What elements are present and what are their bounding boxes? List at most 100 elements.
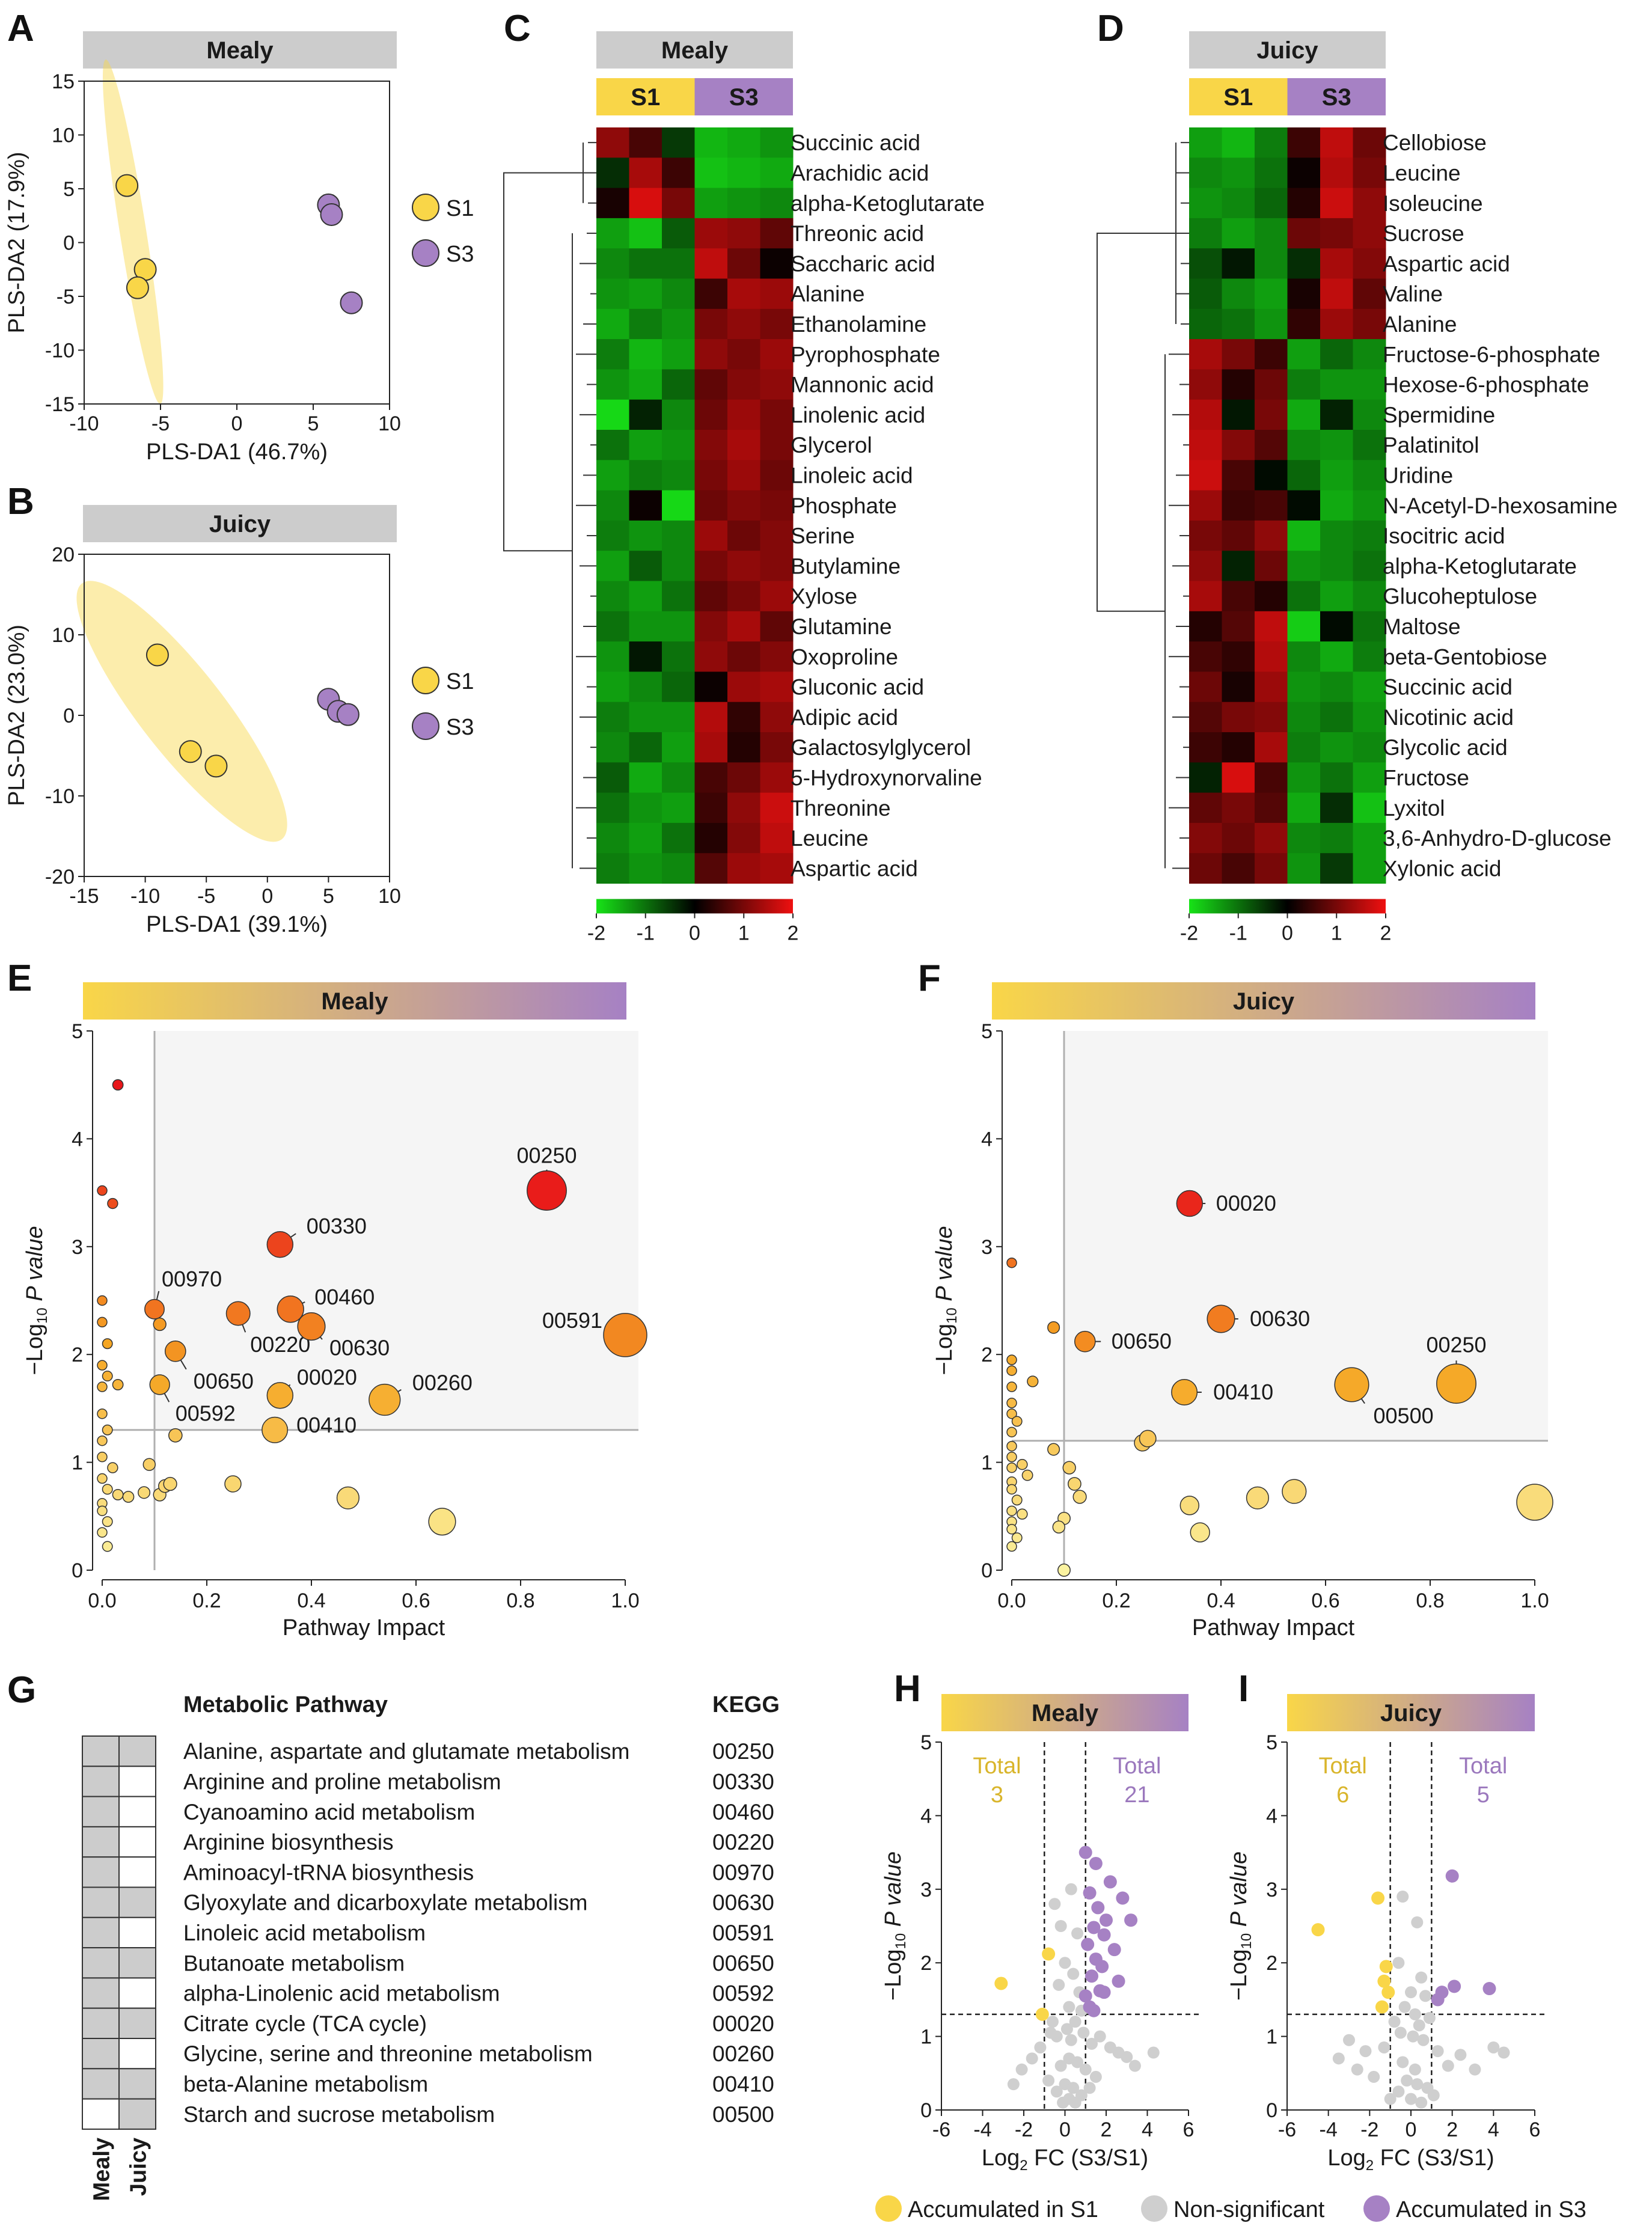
heatmap-cell: [1255, 157, 1288, 189]
point-accumulated-s3: [1431, 1993, 1445, 2007]
pathway-point: [1516, 1484, 1553, 1521]
heatmap-cell: [1222, 581, 1255, 612]
total-s3-value: 21: [1124, 1782, 1149, 1808]
pathway-point: [1139, 1429, 1157, 1448]
heatmap-cell: [596, 732, 629, 763]
heatmap-cell: [596, 339, 629, 370]
heatmap-cell: [1222, 218, 1255, 249]
heatmap-cell: [760, 792, 794, 824]
pathway-point: [1011, 1494, 1023, 1506]
dendrogram-branch: [1163, 354, 1166, 869]
heatmap-cell: [662, 188, 695, 219]
total-s1-value: 6: [1336, 1782, 1349, 1808]
heatmap-cell: [694, 732, 728, 763]
pathway-point: [112, 1379, 124, 1390]
y-axis-label-part: −Log: [22, 1324, 47, 1375]
pathway-code-label: 00410: [1213, 1380, 1273, 1404]
pathway-point: [1062, 1461, 1076, 1475]
heatmap-cell: [662, 369, 695, 400]
heatmap-cell: [1222, 157, 1255, 189]
point-accumulated-s3: [1097, 1928, 1111, 1942]
point-non-significant: [1378, 2041, 1390, 2053]
point-s1: [126, 276, 149, 299]
heatmap-cell: [1189, 702, 1222, 733]
pathway-point: [122, 1491, 135, 1503]
pathway-name: Aminoacyl-tRNA biosynthesis: [183, 1860, 474, 1885]
heatmap-cell: [1222, 127, 1255, 158]
heatmap-cell: [694, 460, 728, 491]
row-label: Linolenic acid: [791, 403, 925, 427]
cell-mealy: [82, 1796, 120, 1827]
point-non-significant: [1384, 2093, 1397, 2105]
point-non-significant: [1401, 2075, 1413, 2087]
panel-header-bar: [992, 982, 1535, 1020]
cell-mealy: [82, 1916, 120, 1949]
point-non-significant: [1431, 2045, 1444, 2058]
heatmap-cell: [694, 520, 728, 551]
pathway-kegg: 00260: [712, 2041, 774, 2066]
pathway-point: [1047, 1443, 1060, 1456]
pathway-point: [1047, 1321, 1060, 1334]
y-tick-label: -10: [45, 785, 75, 808]
point-non-significant: [1398, 2001, 1411, 2013]
heatmap-cell: [1287, 339, 1321, 370]
pathway-point-labeled: [164, 1340, 186, 1362]
point-non-significant: [1044, 2026, 1057, 2039]
pathway-point-labeled: [1334, 1367, 1369, 1402]
row-label: Spermidine: [1383, 403, 1495, 427]
cell-mealy: [82, 2068, 120, 2100]
heatmap-cell: [1287, 399, 1321, 430]
point-s1: [179, 740, 202, 763]
x-tick-label: 0.8: [1416, 1589, 1444, 1612]
row-label: Arachidic acid: [791, 161, 929, 185]
panel-header-title: Juicy: [209, 511, 271, 537]
point-non-significant: [1121, 2050, 1133, 2063]
heatmap-cell: [1222, 520, 1255, 551]
point-accumulated-s3: [1085, 1969, 1099, 1983]
pathway-point: [97, 1473, 108, 1484]
heatmap-cell: [727, 308, 760, 340]
scale-tick-label: 1: [738, 922, 750, 945]
heatmap-cell: [1287, 611, 1321, 642]
heatmap-cell: [1255, 460, 1288, 491]
heatmap-cell: [662, 399, 695, 430]
panel-header-title: Juicy: [1256, 37, 1318, 64]
cell-mealy: [82, 2038, 120, 2070]
point-non-significant: [1046, 2016, 1059, 2028]
heatmap-cell: [1255, 792, 1288, 824]
row-label: beta-Gentobiose: [1383, 644, 1547, 669]
group-label-s1: S1: [1223, 84, 1253, 111]
heatmap-cell: [727, 853, 760, 884]
heatmap-cell: [1255, 308, 1288, 340]
heatmap-cell: [1287, 460, 1321, 491]
heatmap-cell: [727, 430, 760, 460]
x-tick-label: 0.2: [1102, 1589, 1130, 1612]
heatmap-cell: [1287, 853, 1321, 884]
heatmap-cell: [1320, 308, 1353, 340]
confidence-ellipse: [102, 60, 164, 405]
heatmap-cell: [1222, 430, 1255, 460]
pathway-point: [97, 1505, 108, 1517]
heatmap-cell: [727, 822, 760, 854]
row-label: Butylamine: [791, 554, 901, 578]
heatmap-cell: [1222, 551, 1255, 581]
y-tick-label: 3: [981, 1236, 993, 1259]
point-non-significant: [1442, 2059, 1454, 2072]
heatmap-cell: [1320, 551, 1353, 581]
pathway-point: [102, 1424, 113, 1436]
point-non-significant: [1065, 1883, 1077, 1895]
heatmap-cell: [629, 853, 662, 884]
heatmap-cell: [760, 369, 794, 400]
y-tick-label: 5: [63, 178, 75, 201]
row-label: 3,6-Anhydro-D-glucose: [1383, 826, 1611, 851]
heatmap-cell: [596, 551, 629, 581]
y-tick-label: 2: [920, 1952, 932, 1975]
x-tick-label: 10: [378, 412, 401, 435]
point-non-significant: [1079, 2063, 1092, 2076]
pathway-point: [1017, 1458, 1028, 1470]
heatmap-cell: [629, 762, 662, 793]
heatmap-cell: [694, 581, 728, 612]
heatmap-cell: [1222, 399, 1255, 430]
